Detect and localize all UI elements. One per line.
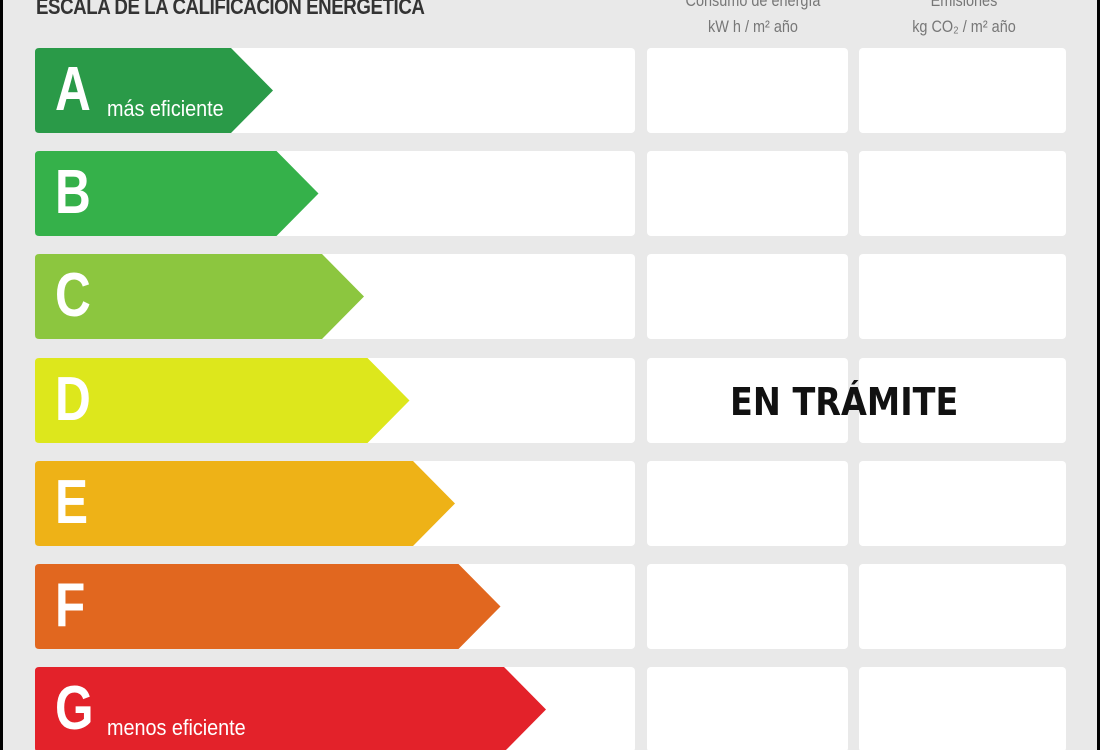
emissions-cell	[859, 667, 1066, 750]
rating-row-g: G menos eficiente	[3, 667, 1097, 750]
consumption-cell	[647, 254, 848, 340]
emissions-cell	[859, 564, 1066, 649]
column-header-consumption: Consumo de energía kW h / m² año	[668, 0, 838, 40]
rating-letter: D	[55, 364, 91, 434]
rating-caption: menos eficiente	[107, 715, 246, 741]
status-text: EN TRÁMITE	[730, 380, 959, 424]
rating-row-c: C	[3, 254, 1097, 340]
rating-arrow	[35, 564, 501, 649]
label-title: ESCALA DE LA CALIFICACION ENERGETICA	[36, 0, 425, 19]
rating-arrow	[35, 151, 319, 237]
rating-row-b: B	[3, 151, 1097, 237]
consumption-cell	[647, 48, 848, 133]
rating-letter: E	[55, 467, 89, 537]
column-title: Emisiones	[930, 0, 998, 10]
energy-label: ESCALA DE LA CALIFICACION ENERGETICA Con…	[3, 0, 1097, 750]
emissions-cell	[859, 151, 1066, 237]
column-unit: kg CO₂ / m² año	[912, 17, 1016, 36]
rating-letter: C	[55, 261, 91, 331]
rating-row-a: A más eficiente	[3, 48, 1097, 133]
column-title: Consumo de energía	[685, 0, 821, 10]
consumption-cell	[647, 564, 848, 649]
emissions-cell	[859, 48, 1066, 133]
emissions-cell	[859, 254, 1066, 340]
emissions-cell	[859, 460, 1066, 546]
rating-arrow	[35, 48, 273, 133]
rating-letter: F	[55, 571, 86, 640]
rating-row-f: F	[3, 564, 1097, 649]
consumption-cell	[647, 151, 848, 237]
rating-arrow	[35, 460, 455, 546]
column-header-emissions: Emisiones kg CO₂ / m² año	[875, 0, 1054, 40]
consumption-cell	[647, 667, 848, 750]
rating-letter: B	[55, 158, 91, 228]
rating-caption: más eficiente	[107, 96, 224, 121]
rating-row-d: D	[3, 357, 1097, 443]
rating-row-e: E	[3, 460, 1097, 546]
column-unit: kW h / m² año	[708, 17, 798, 36]
rating-arrow	[35, 254, 364, 340]
rating-letter: G	[55, 674, 94, 744]
consumption-cell	[647, 357, 848, 443]
rating-arrow	[35, 667, 546, 750]
rating-letter: A	[55, 55, 91, 124]
rating-arrow	[35, 357, 410, 443]
emissions-cell	[859, 357, 1066, 443]
consumption-cell	[647, 460, 848, 546]
